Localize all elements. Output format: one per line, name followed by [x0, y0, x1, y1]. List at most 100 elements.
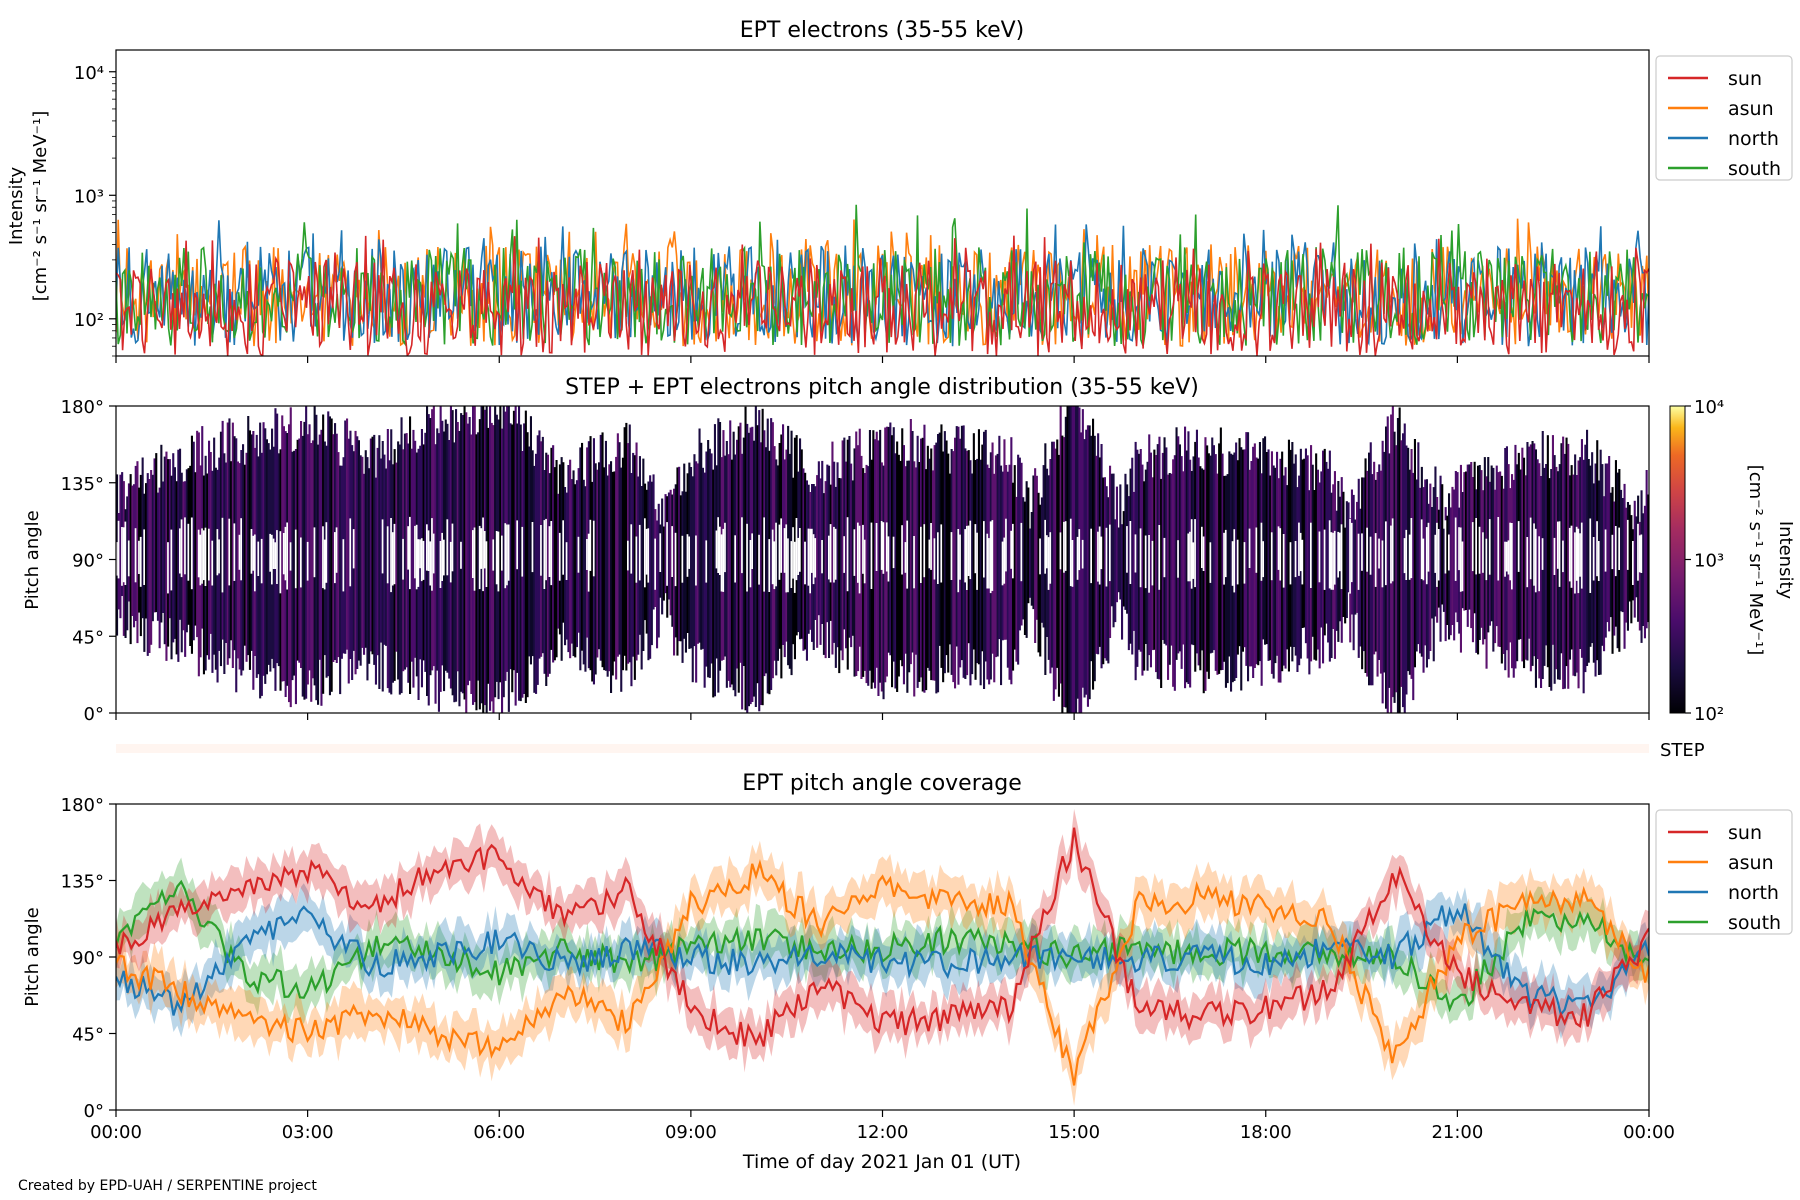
heatmap-cell	[841, 440, 844, 661]
panel2-y-ticks: 0° 45° 90° 135° 180°	[61, 397, 116, 725]
heatmap-cell	[398, 444, 401, 695]
heatmap-gap	[741, 517, 744, 574]
heatmap-gap	[937, 532, 940, 584]
heatmap-gap	[988, 538, 991, 589]
heatmap-gap	[1255, 527, 1258, 573]
heatmap-gap	[138, 540, 141, 574]
heatmap-gap	[334, 532, 337, 584]
heatmap-cell	[153, 458, 156, 613]
heatmap-cell	[281, 415, 284, 682]
heatmap-gap	[252, 535, 255, 571]
heatmap-cell	[1000, 465, 1003, 686]
heatmap-gap	[989, 521, 992, 594]
heatmap-gap	[202, 530, 205, 581]
heatmap-gap	[858, 525, 861, 594]
heatmap-gap	[443, 539, 446, 576]
heatmap-cell	[1638, 521, 1641, 631]
heatmap-cell	[1276, 451, 1279, 656]
heatmap-cell	[489, 406, 492, 711]
heatmap-gap	[1063, 521, 1066, 573]
heatmap-gap	[1553, 537, 1556, 575]
heatmap-cell	[604, 440, 607, 671]
heatmap-cell	[533, 465, 536, 693]
heatmap-gap	[976, 532, 979, 590]
heatmap-cell	[468, 417, 471, 681]
heatmap-cell	[317, 444, 320, 705]
heatmap-cell	[374, 477, 377, 685]
heatmap-cell	[661, 498, 664, 615]
legend-label-sun: sun	[1728, 68, 1762, 90]
heatmap-cell	[1264, 436, 1267, 645]
heatmap-gap	[550, 521, 553, 586]
heatmap-cell	[1017, 454, 1020, 665]
heatmap-gap	[495, 531, 498, 585]
heatmap-cell	[1388, 453, 1391, 688]
legend-label-asun: asun	[1728, 852, 1774, 874]
heatmap-gap	[734, 535, 737, 583]
heatmap-cell	[911, 431, 914, 653]
heatmap-cell	[826, 464, 829, 623]
panel2-x-ticks	[115, 713, 1650, 720]
heatmap-gap	[184, 517, 187, 575]
heatmap-gap	[645, 528, 648, 575]
heatmap-cell	[613, 471, 616, 662]
heatmap-gap	[1282, 534, 1285, 588]
heatmap-cell	[1199, 466, 1202, 671]
heatmap-cell	[707, 440, 710, 678]
heatmap-gap	[875, 523, 878, 571]
heatmap-gap	[1046, 535, 1049, 569]
heatmap-cell	[570, 479, 573, 644]
heatmap-gap	[843, 536, 846, 573]
heatmap-cell	[921, 437, 924, 692]
colorbar	[1669, 405, 1686, 714]
heatmap-gap	[1448, 534, 1451, 571]
heatmap-cell	[972, 433, 975, 650]
heatmap-gap	[913, 536, 916, 589]
heatmap-cell	[1528, 446, 1531, 639]
heatmap-cell	[1536, 459, 1539, 659]
heatmap-cell	[303, 421, 306, 700]
heatmap-gap	[1059, 532, 1062, 570]
heatmap-gap	[797, 537, 800, 575]
heatmap-gap	[592, 520, 595, 577]
heatmap-gap	[1233, 529, 1236, 593]
heatmap-cell	[1371, 474, 1374, 686]
panel3-y-ticks: 0° 45° 90° 135° 180°	[61, 795, 116, 1122]
heatmap-cell	[293, 450, 296, 676]
heatmap-cell	[1267, 449, 1270, 661]
heatmap-gap	[804, 541, 807, 585]
heatmap-cell	[582, 479, 585, 665]
heatmap-cell	[843, 437, 846, 630]
heatmap-gap	[562, 520, 565, 575]
heatmap-cell	[172, 453, 175, 643]
heatmap-cell	[712, 469, 715, 698]
heatmap-cell	[538, 430, 541, 659]
panel3-series-asun	[116, 859, 1649, 1086]
heatmap-gap	[1190, 519, 1193, 589]
heatmap-cell	[603, 467, 606, 671]
heatmap-cell	[185, 469, 188, 633]
heatmap-cell	[1228, 451, 1231, 657]
heatmap-gap	[666, 522, 669, 586]
heatmap-cell	[1112, 473, 1115, 628]
heatmap-gap	[1243, 542, 1246, 584]
heatmap-cell	[236, 461, 239, 659]
heatmap-cell	[337, 452, 340, 658]
heatmap-cell	[727, 454, 730, 681]
heatmap-cell	[1366, 470, 1369, 677]
heatmap-cell	[1523, 457, 1526, 669]
heatmap-cell	[1628, 504, 1631, 602]
heatmap-cell	[1483, 457, 1486, 640]
heatmap-gap	[323, 539, 326, 590]
panel3-title: EPT pitch angle coverage	[742, 771, 1022, 796]
panel2-ytick-label: 180°	[61, 397, 104, 418]
heatmap-cell	[264, 428, 267, 684]
heatmap-cell	[1361, 477, 1364, 670]
heatmap-gap	[1427, 522, 1430, 572]
heatmap-cell	[1325, 461, 1328, 624]
legend-label-south: south	[1728, 912, 1781, 934]
colorbar-tick-label: 10³	[1694, 551, 1724, 572]
heatmap-cell	[296, 439, 299, 661]
heatmap-cell	[754, 406, 757, 707]
heatmap-gap	[221, 517, 224, 593]
